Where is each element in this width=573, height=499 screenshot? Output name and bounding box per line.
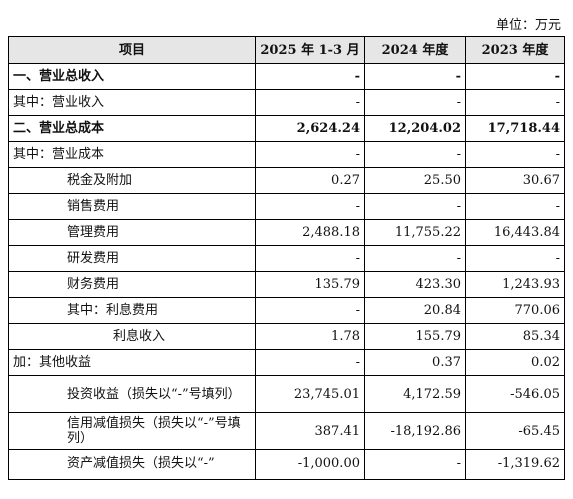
value-2024: 20.84 [364, 297, 466, 324]
value-2024: -18,192.86 [364, 412, 466, 450]
row-label: 加：其他收益 [8, 349, 256, 376]
row-label: 其中：营业成本 [8, 141, 256, 168]
value-2024: 155.79 [364, 323, 466, 350]
table-row: 税金及附加 0.27 25.50 30.67 [8, 167, 565, 194]
row-label: 资产减值损失（损失以“-” [8, 449, 256, 480]
table-row: 加：其他收益 -0.37 0.02 [8, 349, 565, 376]
value-2025q1: 135.79 [255, 271, 365, 298]
value-2023: 1,243.93 [465, 271, 565, 298]
value-2025q1: 0.27 [255, 167, 365, 194]
value-2025q1: - [255, 297, 365, 324]
value-2023: 17,718.44 [465, 115, 565, 142]
value-2024: - [364, 141, 466, 168]
value-2023: -1,319.62 [465, 449, 565, 480]
table-row: 利息收入 1.78 155.79 85.34 [8, 323, 565, 350]
table-row: 其中：营业成本 - - - [8, 141, 565, 168]
value-2025q1: - [255, 141, 365, 168]
row-label: 二、营业总成本 [8, 115, 256, 142]
value-2025q1: - [255, 63, 365, 90]
value-2023: 770.06 [465, 297, 565, 324]
header-2024: 2024 年度 [364, 36, 466, 64]
header-item: 项目 [8, 36, 256, 64]
row-label: 研发费用 [8, 245, 256, 272]
table-row: 管理费用 2,488.18 11,755.22 16,443.84 [8, 219, 565, 246]
value-2025q1: 23,745.01 [255, 375, 365, 413]
value-2025q1: - [255, 89, 365, 116]
value-2023: 16,443.84 [465, 219, 565, 246]
row-label: 财务费用 [8, 271, 256, 298]
table-row: 研发费用 - - - [8, 245, 565, 272]
unit-label: 单位：万元 [495, 18, 561, 33]
row-label: 信用减值损失（损失以“-”号填列） [8, 412, 256, 450]
value-2023: - [465, 63, 565, 90]
row-label: 一、营业总收入 [8, 63, 256, 90]
value-2024: - [364, 89, 466, 116]
value-2025q1: 2,624.24 [255, 115, 365, 142]
table-row: 资产减值损失（损失以“-” -1,000.00- -1,319.62 [8, 449, 565, 480]
header-2025q1: 2025 年 1-3 月 [255, 36, 365, 64]
table-row: 其中：营业收入 - - - [8, 89, 565, 116]
value-2023: -65.45 [465, 412, 565, 450]
value-2024: 0.37 [364, 349, 466, 376]
row-label: 其中：利息费用 [8, 297, 256, 324]
value-2025q1: - [255, 193, 365, 220]
table-row: 财务费用 135.79 423.30 1,243.93 [8, 271, 565, 298]
row-label: 其中：营业收入 [8, 89, 256, 116]
value-2025q1: - [255, 245, 365, 272]
header-row: 项目 2025 年 1-3 月 2024 年度 2023 年度 [8, 36, 565, 64]
value-2024: - [364, 193, 466, 220]
table-row: 二、营业总成本 2,624.24 12,204.02 17,718.44 [8, 115, 565, 142]
table-row: 一、营业总收入 - - - [8, 63, 565, 90]
value-2024: 4,172.59 [364, 375, 466, 413]
value-2025q1: 1.78 [255, 323, 365, 350]
table-row: 投资收益（损失以“-”号填列） 23,745.01 4,172.59 -546.05 [8, 375, 565, 413]
value-2023: - [465, 245, 565, 272]
header-2023: 2023 年度 [465, 36, 565, 64]
value-2024: 12,204.02 [364, 115, 466, 142]
row-label: 税金及附加 [8, 167, 256, 194]
table-row: 销售费用 - - - [8, 193, 565, 220]
income-statement-table: 项目 2025 年 1-3 月 2024 年度 2023 年度 一、营业总收入 -… [8, 36, 565, 480]
value-2023: 85.34 [465, 323, 565, 350]
value-2024: 11,755.22 [364, 219, 466, 246]
value-2024: 423.30 [364, 271, 466, 298]
value-2024: - [364, 449, 466, 480]
value-2025q1: - [255, 349, 365, 376]
row-label: 管理费用 [8, 219, 256, 246]
table-body: 一、营业总收入 - - - 其中：营业收入 - - - 二、营业总成本 2,624.24 12,20… [8, 63, 565, 480]
table-row: 其中：利息费用 -20.84 770.06 [8, 297, 565, 324]
value-2025q1: 387.41 [255, 412, 365, 450]
value-2024: 25.50 [364, 167, 466, 194]
row-label: 投资收益（损失以“-”号填列） [8, 375, 256, 413]
value-2023: - [465, 141, 565, 168]
value-2023: - [465, 193, 565, 220]
value-2024: - [364, 245, 466, 272]
value-2025q1: -1,000.00 [255, 449, 365, 480]
value-2023: -546.05 [465, 375, 565, 413]
value-2024: - [364, 63, 466, 90]
row-label: 销售费用 [8, 193, 256, 220]
table-row: 信用减值损失（损失以“-”号填列） 387.41 -18,192.86 -65.45 [8, 412, 565, 450]
value-2023: 0.02 [465, 349, 565, 376]
value-2023: - [465, 89, 565, 116]
value-2025q1: 2,488.18 [255, 219, 365, 246]
value-2023: 30.67 [465, 167, 565, 194]
row-label: 利息收入 [8, 323, 256, 350]
